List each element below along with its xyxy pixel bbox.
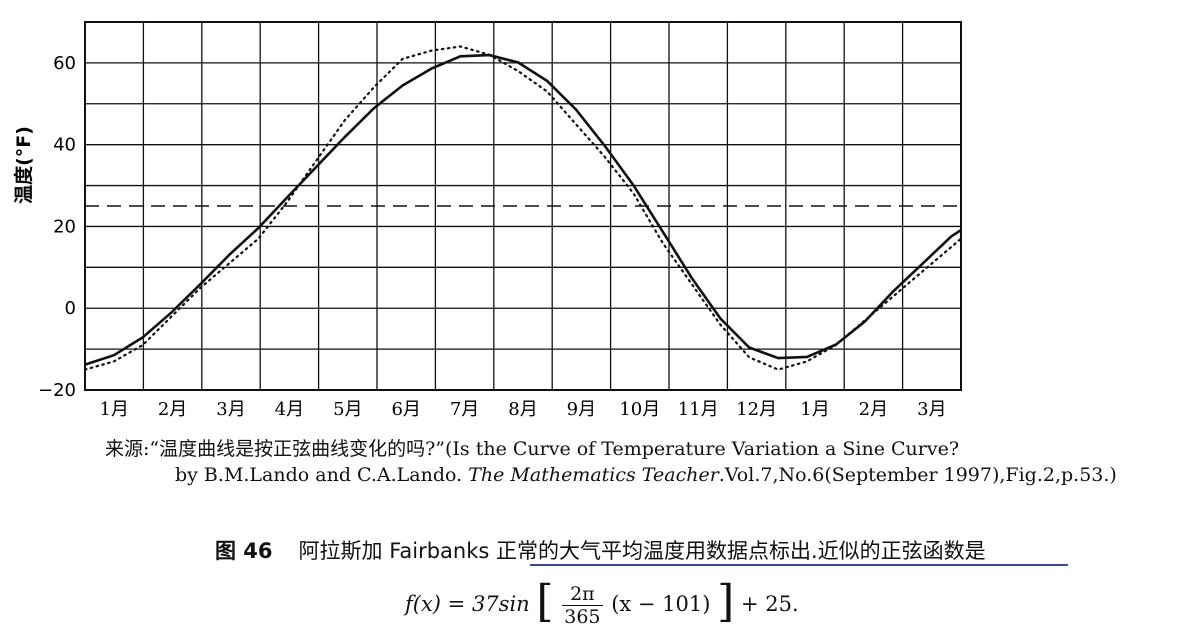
y-tick-label: 20 (53, 216, 76, 237)
x-tick-label: 2月 (158, 399, 187, 420)
source-journal: The Mathematics Teacher (468, 464, 719, 486)
right-bracket: ] (717, 576, 735, 627)
x-tick-label: 3月 (216, 399, 245, 420)
source-details: .Vol.7,No.6(September 1997),Fig.2,p.53.) (718, 464, 1117, 486)
x-tick-label: 1月 (99, 399, 128, 420)
x-tick-label: 1月 (800, 399, 829, 420)
x-tick-label: 4月 (275, 399, 304, 420)
y-tick-labels: 60 40 20 0 −20 (38, 53, 76, 401)
x-tick-label: 7月 (450, 399, 479, 420)
x-tick-label: 9月 (567, 399, 596, 420)
left-bracket: [ (536, 576, 554, 627)
x-tick-label: 5月 (333, 399, 362, 420)
x-tick-label: 3月 (917, 399, 946, 420)
formula-fraction: 2π 365 (562, 583, 603, 628)
source-line-1: 来源:“温度曲线是按正弦曲线变化的吗?”(Is the Curve of Tem… (105, 438, 959, 460)
x-tick-labels: 1月 2月 3月 4月 5月 6月 7月 8月 9月 10月 11月 12月 1月 2月 3月 (99, 399, 946, 420)
grid (85, 22, 961, 390)
fraction-denominator: 365 (564, 606, 601, 628)
caption-text: 阿拉斯加 Fairbanks 正常的大气平均温度用数据点标出.近似的正弦函数是 (298, 539, 986, 563)
y-axis-label: 温度(°F) (12, 126, 35, 204)
x-tick-label: 10月 (619, 399, 660, 420)
caption-underline (530, 564, 1068, 566)
y-tick-label: 40 (53, 135, 76, 156)
x-tick-label: 2月 (859, 399, 888, 420)
figure-number: 图 46 (215, 539, 273, 563)
series-solid-line (84, 53, 962, 366)
formula-tail: + 25. (741, 592, 799, 616)
plot-frame (84, 21, 962, 391)
source-line-2: by B.M.Lando and C.A.Lando. The Mathemat… (175, 464, 1117, 486)
fraction-numerator: 2π (562, 583, 603, 606)
y-tick-label: 0 (65, 298, 76, 319)
source-authors: by B.M.Lando and C.A.Lando. (175, 464, 463, 486)
x-tick-label: 12月 (736, 399, 777, 420)
sine-formula: f(x) = 37sin [ 2π 365 (x − 101) ] + 25. (405, 576, 799, 631)
x-tick-label: 8月 (508, 399, 537, 420)
y-tick-label: −20 (38, 380, 76, 401)
figure-caption: 图 46 阿拉斯加 Fairbanks 正常的大气平均温度用数据点标出.近似的正弦… (215, 535, 986, 565)
formula-lhs: f(x) = 37sin (405, 592, 530, 616)
formula-inner: (x − 101) (611, 592, 711, 616)
series-dotted-line (83, 45, 963, 371)
x-tick-label: 6月 (391, 399, 420, 420)
x-tick-label: 11月 (678, 399, 719, 420)
y-tick-label: 60 (53, 53, 76, 74)
